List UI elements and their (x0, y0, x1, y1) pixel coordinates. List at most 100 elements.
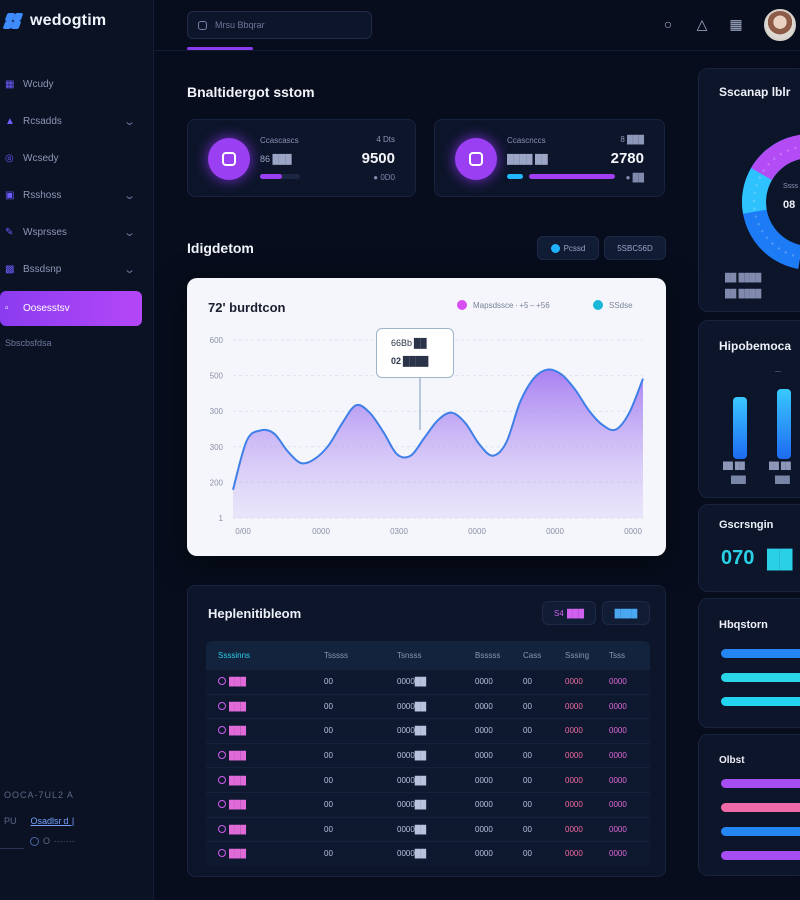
sidebar-item-label: Wcsedy (23, 153, 59, 164)
footer-prefix: PU (4, 816, 17, 826)
table-cell: 00 (523, 849, 565, 858)
sidebar-sub-label[interactable]: Sbscbsfdsa (5, 338, 52, 348)
table-row[interactable]: ███ 00 0000██ 0000 00 0000 0000 (206, 669, 650, 694)
cell-text: 0000 (475, 775, 493, 785)
stat-card-2[interactable]: Ccascnccs ████ ██ 8 ███ 2780 ● ██ (434, 119, 665, 197)
legend-label: Mapsdssce · +5 – +56 (473, 300, 550, 310)
chevron-down-icon[interactable]: ⌄ (122, 190, 136, 202)
bell-icon[interactable]: △ (696, 16, 708, 32)
sidebar-item-active[interactable]: ▫ Oosesstsv (0, 291, 142, 326)
chart-tooltip: 66Bb ██ 02 ████ (376, 328, 454, 378)
donut-title: Sscanap lblr (719, 85, 791, 99)
circle-icon[interactable]: ○ (663, 16, 673, 32)
cell-text: 00 (523, 701, 532, 711)
chevron-down-icon[interactable]: ⌄ (122, 227, 136, 239)
app-name: wedogtim (30, 12, 107, 29)
x-tick-label: 0000 (468, 527, 486, 536)
dot-icon (550, 243, 560, 253)
legend-item-2[interactable]: SSdse (593, 300, 633, 310)
sidebar-item-label: Rsshoss (23, 190, 62, 201)
column-header[interactable]: Tsssss (324, 650, 348, 660)
cell-text: 0000 (609, 824, 627, 834)
column-header[interactable]: Bsssss (475, 650, 501, 660)
column-header[interactable]: Ssssinns (218, 650, 251, 660)
area-chart[interactable]: 1 200 300 300 500 600 0/00 0000 0300 0000 0000 0000 (187, 278, 666, 556)
header-divider (154, 50, 800, 51)
column-header[interactable]: Tsnsss (397, 650, 422, 660)
row-icon (218, 800, 226, 809)
sidebar-item-2[interactable]: ▲ Rcsadds ⌄ (0, 103, 154, 140)
sidebar-item-label: Oosesstsv (23, 303, 70, 314)
sidebar-item-5[interactable]: ✎ Wsprsses ⌄ (0, 214, 154, 251)
cell-text: 00 (324, 775, 333, 785)
table-export-button[interactable]: ████ (602, 601, 650, 625)
cell-text: 00 (523, 726, 532, 736)
filter-button[interactable]: Pcssd (537, 236, 599, 260)
cell-text: 0000 (475, 824, 493, 834)
table-row[interactable]: ███ 00 0000██ 0000 00 0000 0000 (206, 767, 650, 792)
tooltip-line-2: 02 ████ (391, 356, 429, 366)
donut-chart[interactable] (735, 127, 800, 277)
bar-1[interactable] (733, 397, 747, 459)
list-bar-3 (721, 827, 800, 836)
table-cell: 00 (523, 825, 565, 834)
row-icon (218, 677, 226, 686)
sidebar-item-1[interactable]: ▦ Wcudy (0, 66, 154, 103)
stat-card-1[interactable]: Ccascascs 86 ███ 4 Dts 9500 ● 0D0 (187, 119, 416, 197)
chevron-down-icon[interactable]: ⌄ (122, 116, 136, 128)
table-filter-button[interactable]: S4 ███ (542, 601, 596, 625)
box-icon (455, 138, 497, 180)
cell-text: 00 (523, 775, 532, 785)
table-row[interactable]: ███ 00 0000██ 0000 00 0000 0000 (206, 791, 650, 817)
app-logo[interactable]: wedogtim (2, 12, 107, 30)
footer-status-text: O ······· (43, 836, 75, 846)
table-row[interactable]: ███ 00 0000██ 0000 00 0000 0000 (206, 742, 650, 768)
layers-icon: ▲ (5, 115, 15, 127)
table-header: Ssssinns Tsssss Tsnsss Bsssss Cass Sssin… (206, 641, 650, 669)
bar-2[interactable] (777, 389, 791, 459)
column-header[interactable]: Cass (523, 650, 542, 660)
chevron-down-icon[interactable]: ⌄ (122, 264, 136, 276)
stat-label: Ccascascs (260, 136, 299, 145)
metric-value-2: ██ (767, 549, 793, 569)
footer-heading: OOCA‑7UL2 A (4, 790, 74, 800)
stat-progress (260, 174, 300, 179)
search-box[interactable] (187, 11, 372, 39)
table-body: ███ 00 0000██ 0000 00 0000 0000 ███ 00 0000██ 0000… (206, 669, 650, 866)
column-header[interactable]: Sssing (565, 650, 590, 660)
search-input[interactable] (215, 20, 355, 30)
table-cell: 00 (324, 726, 397, 735)
footer-link[interactable]: Osadlsr d | (30, 816, 75, 826)
table-cell: 0000██ (397, 751, 475, 760)
table-cell: 00 (324, 825, 397, 834)
layout-icon[interactable]: ▦ (729, 16, 743, 32)
sidebar-item-3[interactable]: ◎ Wcsedy (0, 140, 154, 177)
table-cell: 0000 (475, 677, 523, 686)
sidebar-item-4[interactable]: ▣ Rsshoss ⌄ (0, 177, 154, 214)
cell-text: ███ (229, 849, 247, 859)
avatar[interactable] (764, 9, 796, 41)
table-cell: 0000 (565, 751, 609, 760)
legend-dot (457, 300, 467, 310)
table-row[interactable]: ███ 00 0000██ 0000 00 0000 0000 (206, 841, 650, 866)
table-cell: 0000 (609, 726, 650, 735)
bar-label-1: ██ ██ (723, 463, 745, 470)
footer-status[interactable]: O ······· (0, 836, 154, 846)
metric-card: Gscrsngin 070 ██ (698, 504, 800, 592)
column-header[interactable]: Tsss (609, 650, 625, 660)
cell-text: 0000██ (397, 824, 427, 834)
sidebar-item-label: Bssdsnp (23, 264, 62, 275)
table-row[interactable]: ███ 00 0000██ 0000 00 0000 0000 (206, 693, 650, 719)
date-button[interactable]: 5SBC56D (604, 236, 666, 260)
bar-label-2: ██ ██ (769, 463, 791, 470)
cell-text: 0000██ (397, 701, 427, 711)
stat-value: 9500 (361, 150, 395, 167)
date-button-label: 5SBC56D (617, 243, 653, 253)
series-line[interactable] (232, 368, 644, 491)
y-tick-label: 300 (210, 407, 224, 416)
legend-item-1[interactable]: Mapsdssce · +5 – +56 (457, 300, 550, 310)
cell-text: 00 (523, 800, 532, 810)
table-row[interactable]: ███ 00 0000██ 0000 00 0000 0000 (206, 718, 650, 743)
table-row[interactable]: ███ 00 0000██ 0000 00 0000 0000 (206, 816, 650, 842)
sidebar-item-6[interactable]: ▩ Bssdsnp ⌄ (0, 251, 154, 288)
